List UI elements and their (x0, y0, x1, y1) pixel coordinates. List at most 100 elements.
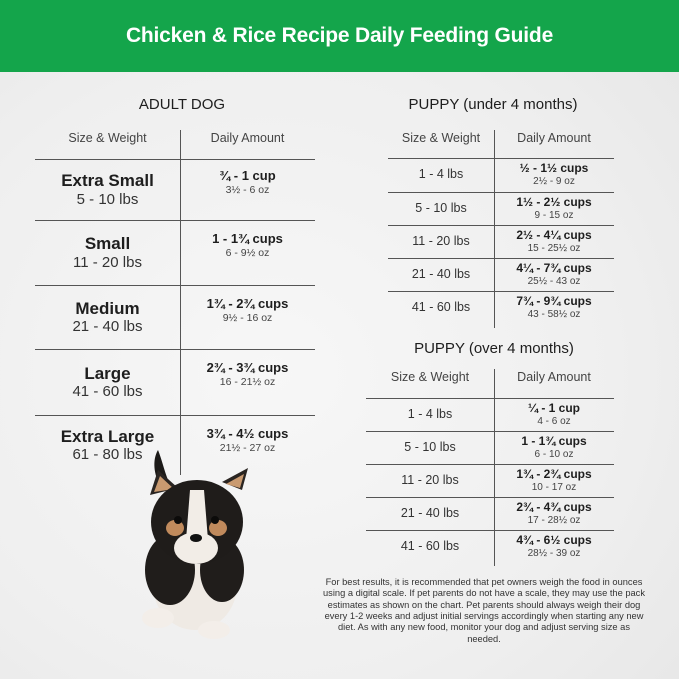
page-title: Chicken & Rice Recipe Daily Feeding Guid… (125, 24, 554, 47)
ounces-label: 15 - 25½ oz (527, 242, 581, 254)
cups-label: 4¼ - 7¾ cups (516, 260, 592, 275)
size-label: Small (84, 234, 131, 254)
cups-label: 3¾ - 4½ cups (206, 426, 289, 441)
puppy-under-title: PUPPY (under 4 months) (408, 96, 578, 113)
puppy-over-col-size-header: Size & Weight (390, 370, 470, 384)
puppy-under-col-size-header: Size & Weight (401, 131, 481, 145)
adult-size-cell: Small 11 - 20 lbs (35, 220, 180, 285)
cups-label: 2¾ - 4¾ cups (516, 499, 592, 514)
cups-label: 1¾ - 2¾ cups (516, 466, 592, 481)
row-divider (366, 431, 614, 432)
puppy-under-amount-cell: 2½ - 4¼ cups 15 - 25½ oz (494, 225, 614, 258)
weight-label: 1 - 4 lbs (418, 167, 464, 182)
ounces-label: 17 - 28½ oz (527, 514, 581, 526)
size-label: Medium (75, 298, 140, 318)
header-banner: Chicken & Rice Recipe Daily Feeding Guid… (0, 0, 679, 72)
weight-label: 41 - 60 lbs (411, 300, 471, 315)
weight-label: 11 - 20 lbs (401, 473, 459, 488)
adult-amount-cell: 3¾ - 4½ cups 21½ - 27 oz (180, 415, 315, 475)
puppy-over-weight-cell: 11 - 20 lbs (366, 464, 494, 497)
weight-label: 5 - 10 lbs (76, 190, 139, 208)
puppy-under-weight-cell: 11 - 20 lbs (388, 225, 494, 258)
ounces-label: 3½ - 6 oz (225, 183, 270, 196)
ounces-label: 6 - 9½ oz (225, 246, 270, 259)
puppy-under-amount-cell: 7¾ - 9¾ cups 43 - 58½ oz (494, 291, 614, 324)
row-divider (35, 159, 315, 160)
adult-size-cell: Medium 21 - 40 lbs (35, 285, 180, 349)
puppy-under-amount-cell: 1½ - 2½ cups 9 - 15 oz (494, 192, 614, 225)
ounces-label: 2½ - 9 oz (533, 175, 575, 187)
puppy-under-col-amount-header: Daily Amount (517, 131, 591, 145)
ounces-label: 21½ - 27 oz (219, 441, 276, 454)
row-divider (366, 530, 614, 531)
row-divider (366, 464, 614, 465)
adult-col-size-header: Size & Weight (68, 131, 147, 145)
puppy-over-amount-cell: 2¾ - 4¾ cups 17 - 28½ oz (494, 497, 614, 530)
ounces-label: 28½ - 39 oz (527, 547, 581, 559)
adult-divider (180, 130, 181, 475)
weight-label: 21 - 40 lbs (411, 267, 471, 282)
adult-amount-cell: 1¾ - 2¾ cups 9½ - 16 oz (180, 285, 315, 349)
puppy-over-weight-cell: 5 - 10 lbs (366, 431, 494, 464)
row-divider (35, 415, 315, 416)
size-label: Large (84, 363, 131, 383)
ounces-label: 43 - 58½ oz (527, 308, 581, 320)
ounces-label: 16 - 21½ oz (219, 375, 276, 388)
puppy-under-weight-cell: 5 - 10 lbs (388, 192, 494, 225)
weight-label: 11 - 20 lbs (412, 234, 470, 249)
puppy-under-weight-cell: 1 - 4 lbs (388, 158, 494, 191)
size-label: Extra Large (60, 426, 155, 446)
weight-label: 5 - 10 lbs (415, 201, 467, 216)
size-label: Extra Small (61, 171, 154, 191)
corgi-puppy-image (142, 450, 248, 639)
row-divider (388, 225, 614, 226)
row-divider (388, 192, 614, 193)
puppy-over-col-amount-header: Daily Amount (517, 370, 591, 384)
adult-amount-cell: 2¾ - 3¾ cups 16 - 21½ oz (180, 349, 315, 415)
puppy-over-title: PUPPY (over 4 months) (414, 340, 574, 357)
weight-label: 41 - 60 lbs (400, 539, 460, 554)
cups-label: 2¾ - 3¾ cups (206, 360, 289, 375)
puppy-over-amount-cell: 1 - 1¾ cups 6 - 10 oz (494, 431, 614, 464)
puppy-under-amount-cell: ½ - 1½ cups 2½ - 9 oz (494, 158, 614, 191)
cups-label: 1 - 1¾ cups (212, 231, 283, 246)
adult-size-cell: Extra Large 61 - 80 lbs (35, 415, 180, 475)
puppy-over-amount-cell: 4¾ - 6½ cups 28½ - 39 oz (494, 530, 614, 563)
weight-label: 5 - 10 lbs (404, 440, 456, 455)
row-divider (388, 291, 614, 292)
puppy-over-amount-cell: ¼ - 1 cup 4 - 6 oz (494, 398, 614, 431)
weight-label: 21 - 40 lbs (400, 506, 460, 521)
adult-size-cell: Large 41 - 60 lbs (35, 349, 180, 415)
adult-table-title: ADULT DOG (138, 96, 226, 113)
cups-label: 7¾ - 9¾ cups (516, 293, 592, 308)
puppy-over-divider (494, 369, 495, 566)
puppy-over-weight-cell: 1 - 4 lbs (366, 398, 494, 431)
ounces-label: 4 - 6 oz (537, 415, 571, 427)
puppy-under-divider (494, 130, 495, 328)
cups-label: 2½ - 4¼ cups (516, 227, 592, 242)
adult-amount-cell: 1 - 1¾ cups 6 - 9½ oz (180, 220, 315, 285)
row-divider (388, 258, 614, 259)
ounces-label: 9 - 15 oz (534, 209, 574, 221)
puppy-over-weight-cell: 41 - 60 lbs (366, 530, 494, 563)
puppy-under-amount-cell: 4¼ - 7¾ cups 25½ - 43 oz (494, 258, 614, 291)
weight-label: 21 - 40 lbs (72, 318, 143, 336)
row-divider (366, 398, 614, 399)
weight-label: 41 - 60 lbs (72, 383, 143, 401)
row-divider (388, 158, 614, 159)
puppy-over-weight-cell: 21 - 40 lbs (366, 497, 494, 530)
adult-col-amount-header: Daily Amount (210, 131, 285, 145)
cups-label: 1 - 1¾ cups (521, 433, 587, 448)
cups-label: 1¾ - 2¾ cups (206, 296, 289, 311)
ounces-label: 25½ - 43 oz (527, 275, 581, 287)
row-divider (35, 285, 315, 286)
adult-size-cell: Extra Small 5 - 10 lbs (35, 159, 180, 220)
row-divider (35, 220, 315, 221)
cups-label: ¼ - 1 cup (527, 400, 580, 415)
weight-label: 11 - 20 lbs (73, 253, 142, 271)
ounces-label: 10 - 17 oz (531, 481, 577, 493)
cups-label: 1½ - 2½ cups (516, 194, 592, 209)
ounces-label: 9½ - 16 oz (222, 311, 273, 324)
row-divider (35, 349, 315, 350)
cups-label: ¾ - 1 cup (219, 168, 276, 183)
